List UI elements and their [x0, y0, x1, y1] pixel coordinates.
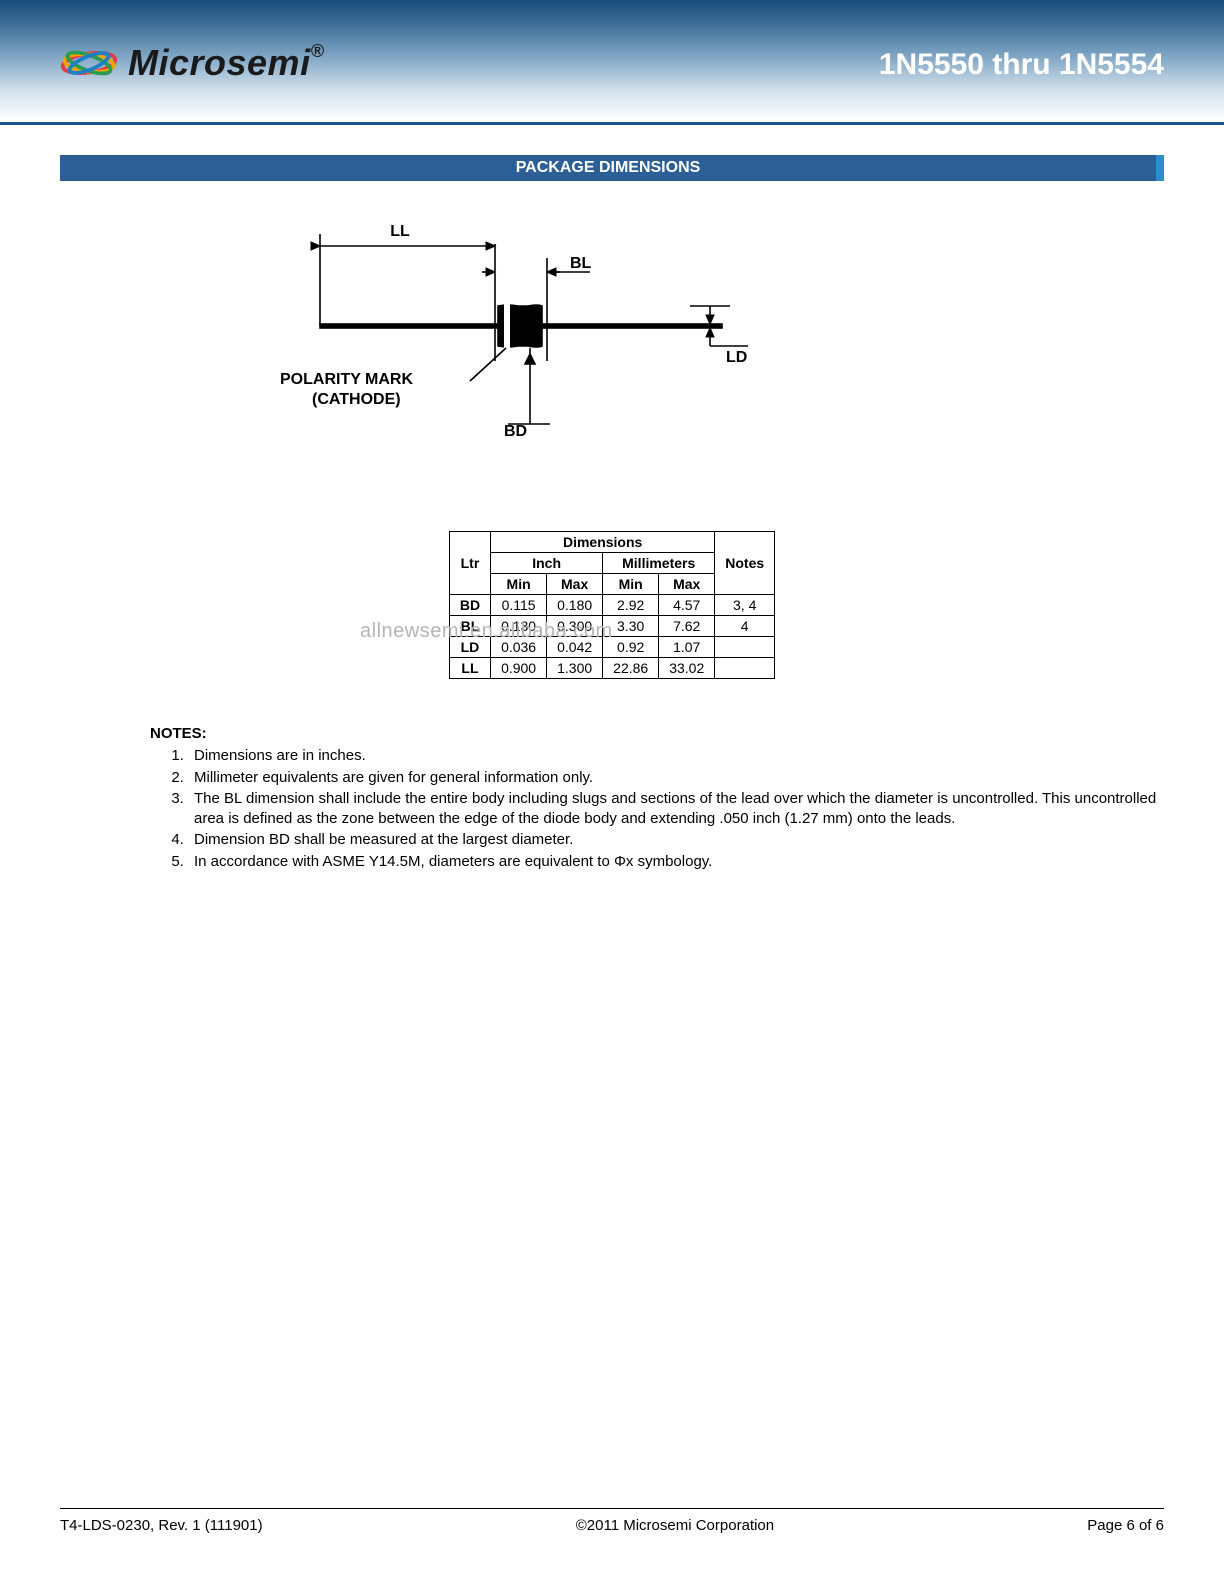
table-cell: 0.92 — [603, 637, 659, 658]
page-content: PACKAGE DIMENSIONS LL BL — [0, 125, 1224, 872]
trademark-icon: ® — [311, 41, 325, 62]
dim-label-polarity2: (CATHODE) — [312, 391, 401, 408]
footer-copyright: ©2011 Microsemi Corporation — [576, 1517, 774, 1534]
table-cell: 0.036 — [491, 637, 547, 658]
table-cell — [715, 658, 775, 679]
table-cell: 0.130 — [491, 616, 547, 637]
notes-title: NOTES: — [150, 724, 1164, 744]
note-item: Millimeter equivalents are given for gen… — [188, 768, 1164, 788]
table-cell: 3, 4 — [715, 595, 775, 616]
section-title-bar: PACKAGE DIMENSIONS — [60, 155, 1164, 181]
note-item: Dimensions are in inches. — [188, 746, 1164, 766]
page-header: Microsemi® 1N5550 thru 1N5554 — [0, 0, 1224, 125]
table-cell: 2.92 — [603, 595, 659, 616]
part-number-range: 1N5550 thru 1N5554 — [879, 48, 1164, 82]
col-min2: Min — [603, 574, 659, 595]
table-cell: 0.042 — [547, 637, 603, 658]
table-cell: 0.900 — [491, 658, 547, 679]
col-mm: Millimeters — [603, 553, 715, 574]
table-cell: 4.57 — [659, 595, 715, 616]
dim-label-ll: LL — [390, 223, 410, 240]
footer-doc-id: T4-LDS-0230, Rev. 1 (111901) — [60, 1517, 263, 1534]
table-cell: 33.02 — [659, 658, 715, 679]
table-row: LL0.9001.30022.8633.02 — [449, 658, 774, 679]
table-row: LD0.0360.0420.921.07 — [449, 637, 774, 658]
col-inch: Inch — [491, 553, 603, 574]
notes-section: NOTES: Dimensions are in inches.Millimet… — [60, 724, 1164, 872]
table-cell: 4 — [715, 616, 775, 637]
table-cell: BL — [449, 616, 490, 637]
col-ltr: Ltr — [449, 532, 490, 595]
dim-label-ld: LD — [726, 349, 747, 366]
col-min1: Min — [491, 574, 547, 595]
page-footer: T4-LDS-0230, Rev. 1 (111901) ©2011 Micro… — [60, 1508, 1164, 1534]
table-cell: 7.62 — [659, 616, 715, 637]
table-cell — [715, 637, 775, 658]
logo-swirl-icon — [60, 46, 118, 80]
dim-label-polarity1: POLARITY MARK — [280, 371, 413, 388]
table-cell: 0.115 — [491, 595, 547, 616]
table-cell: 0.300 — [547, 616, 603, 637]
col-notes: Notes — [715, 532, 775, 595]
company-name: Microsemi — [128, 42, 311, 84]
table-cell: LD — [449, 637, 490, 658]
col-max1: Max — [547, 574, 603, 595]
note-item: Dimension BD shall be measured at the la… — [188, 830, 1164, 850]
logo: Microsemi® — [60, 42, 324, 84]
table-cell: 22.86 — [603, 658, 659, 679]
dim-label-bl: BL — [570, 255, 592, 272]
table-cell: 0.180 — [547, 595, 603, 616]
note-item: In accordance with ASME Y14.5M, diameter… — [188, 852, 1164, 872]
table-cell: 3.30 — [603, 616, 659, 637]
note-item: The BL dimension shall include the entir… — [188, 789, 1164, 830]
table-row: BL0.1300.3003.307.624 — [449, 616, 774, 637]
table-row: BD0.1150.1802.924.573, 4 — [449, 595, 774, 616]
table-cell: 1.07 — [659, 637, 715, 658]
package-diagram: LL BL POLARITY MARK (CATHODE) — [60, 206, 1164, 506]
table-cell: LL — [449, 658, 490, 679]
dim-label-bd: BD — [504, 423, 527, 440]
footer-page-number: Page 6 of 6 — [1087, 1517, 1164, 1534]
dimensions-table: Ltr Dimensions Notes Inch Millimeters Mi… — [449, 531, 775, 679]
notes-list: Dimensions are in inches.Millimeter equi… — [150, 746, 1164, 872]
col-dimensions: Dimensions — [491, 532, 715, 553]
col-max2: Max — [659, 574, 715, 595]
table-cell: BD — [449, 595, 490, 616]
table-cell: 1.300 — [547, 658, 603, 679]
